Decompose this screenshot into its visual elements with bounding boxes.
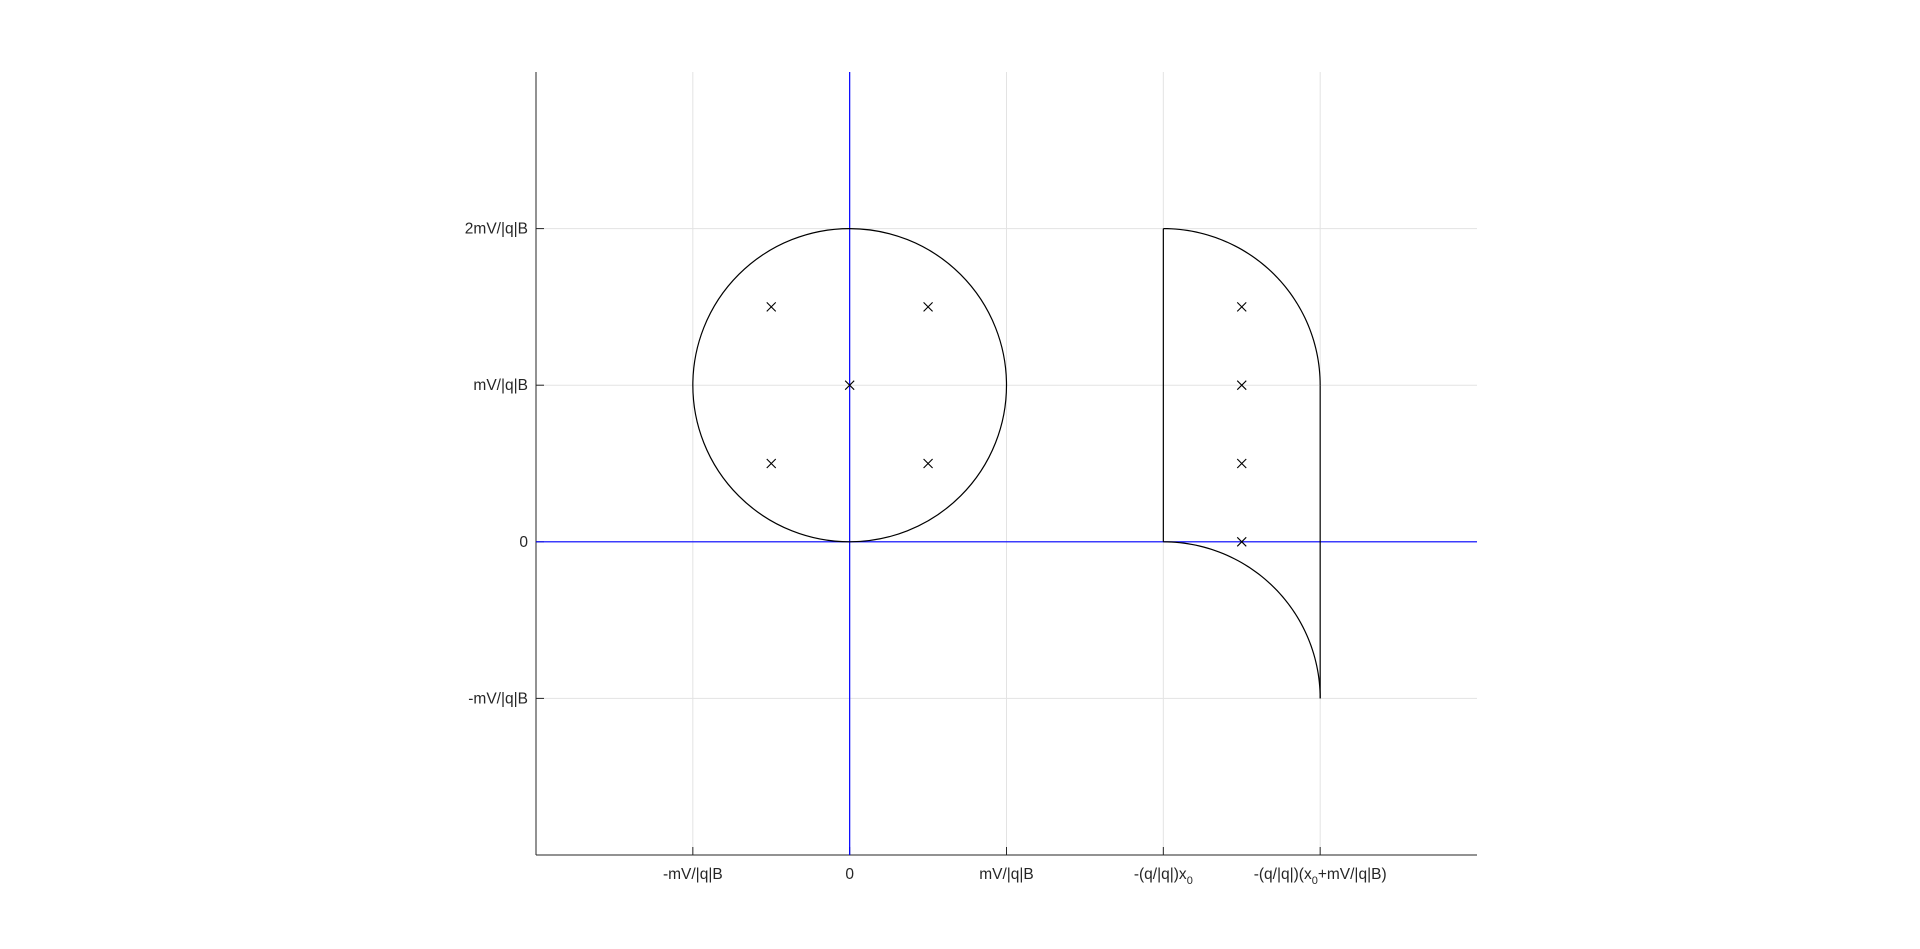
x-tick-label-2: mV/|q|B	[979, 866, 1034, 883]
x-marker-2	[844, 380, 855, 391]
x-marker-7	[1236, 458, 1247, 469]
x-tick-label-1: 0	[845, 866, 854, 883]
field-markers	[766, 302, 1247, 547]
x-tick-label-3: -(q/|q|)x0	[1134, 866, 1193, 887]
x-marker-6	[1236, 380, 1247, 391]
x-tick-label-4: -(q/|q|)(x0+mV/|q|B)	[1254, 866, 1387, 887]
x-marker-0	[766, 302, 777, 312]
trajectory-arc-4	[1163, 541, 1321, 699]
trajectory-shapes	[692, 228, 1321, 699]
y-tick-label-1: 0	[519, 534, 528, 551]
x-marker-5	[1236, 302, 1247, 312]
y-tick-label-3: 2mV/|q|B	[465, 221, 528, 238]
axes	[535, 72, 1477, 856]
trajectory-arc-2	[1163, 228, 1321, 386]
x-tick-label-0: -mV/|q|B	[663, 866, 723, 883]
x-marker-4	[923, 458, 933, 469]
y-tick-label-2: mV/|q|B	[473, 377, 528, 394]
x-marker-8	[1236, 536, 1247, 547]
y-tick-label-0: -mV/|q|B	[468, 690, 528, 707]
tick-labels: -mV/|q|B 0 mV/|q|B -(q/|q|)x0 -(q/|q|)(x0+mV…	[465, 221, 1387, 887]
grid-lines	[536, 72, 1477, 855]
x-marker-3	[766, 458, 777, 469]
x-marker-1	[923, 302, 933, 312]
trajectory-circle	[692, 228, 1008, 543]
